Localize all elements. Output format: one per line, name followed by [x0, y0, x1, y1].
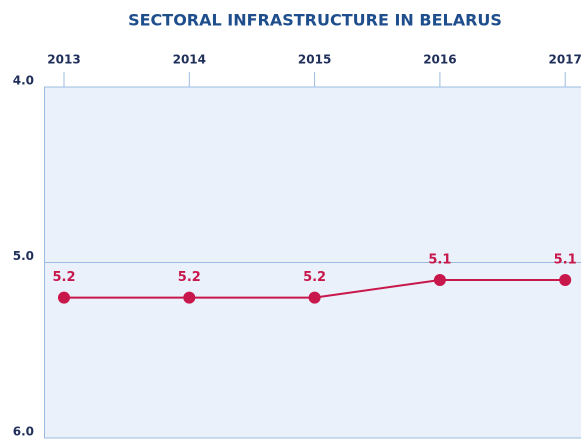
data-point [308, 291, 321, 304]
data-point [58, 291, 70, 304]
chart-title: SECTORAL INFRASTRUCTURE IN BELARUS [128, 11, 502, 30]
y-tick-label: 6.0 [13, 425, 34, 439]
data-label: 5.1 [554, 253, 577, 268]
y-tick-label: 4.0 [13, 74, 34, 88]
y-tick-label: 5.0 [13, 249, 34, 263]
data-label: 5.2 [303, 270, 326, 285]
x-tick-label: 2013 [47, 53, 80, 67]
data-label: 5.1 [428, 253, 451, 268]
data-point [433, 274, 446, 287]
x-tick-label: 2015 [298, 53, 331, 67]
data-point [183, 291, 196, 304]
data-label: 5.2 [52, 270, 75, 285]
x-tick-label: 2014 [173, 53, 206, 67]
data-label: 5.2 [178, 270, 201, 285]
x-tick-label: 2017 [548, 53, 581, 67]
data-point [559, 274, 572, 287]
x-tick-label: 2016 [423, 53, 456, 67]
